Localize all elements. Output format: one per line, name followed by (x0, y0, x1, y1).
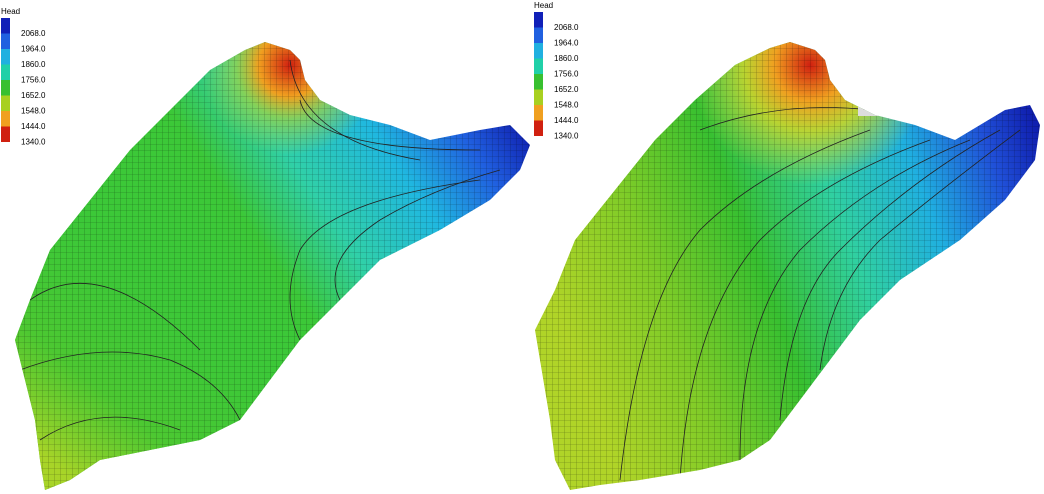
left-map (0, 0, 540, 494)
legend-label: 1756.0 (554, 70, 579, 79)
legend-swatch (1, 111, 10, 127)
legend-label: 1340.0 (554, 132, 579, 141)
legend-title: Head (1, 7, 20, 16)
legend-label: 1860.0 (21, 60, 46, 69)
legend-label: 1964.0 (554, 39, 579, 48)
right-map (520, 0, 1044, 494)
legend-swatch (534, 28, 543, 44)
legend-label: 1964.0 (21, 45, 46, 54)
legend-label: 2068.0 (554, 23, 579, 32)
legend-label: 1548.0 (554, 101, 579, 110)
legend-swatch (534, 90, 543, 106)
legend-label: 1444.0 (554, 116, 579, 125)
page: {"panels": [ {"legend": {"title": "Head"… (0, 0, 1044, 494)
legend-swatch (534, 105, 543, 121)
screenshot: Head 2068.0 1964.0 1860.0 1756.0 1652.0 1548.0… (0, 0, 1044, 494)
legend-swatch (1, 18, 10, 34)
legend-label: 1652.0 (554, 85, 579, 94)
legend-label: 1548.0 (21, 107, 46, 116)
legend-swatch (1, 96, 10, 112)
legend-label: 2068.0 (21, 29, 46, 38)
legend-label: 1756.0 (21, 76, 46, 85)
legend-label: 1652.0 (21, 91, 46, 100)
legend-swatch (1, 34, 10, 50)
legend-label: 1340.0 (21, 138, 46, 147)
legend-title: Head (534, 1, 553, 10)
legend-swatch (1, 65, 10, 81)
legend-swatch (534, 12, 543, 28)
legend-swatch (1, 80, 10, 96)
legend-swatch (1, 127, 10, 143)
legend-label: 1860.0 (554, 54, 579, 63)
legend-swatch (534, 59, 543, 75)
legend-swatch (534, 74, 543, 90)
legend-swatch (1, 49, 10, 65)
legend-swatch (534, 43, 543, 59)
legend-swatch (534, 121, 543, 137)
legend-label: 1444.0 (21, 122, 46, 131)
